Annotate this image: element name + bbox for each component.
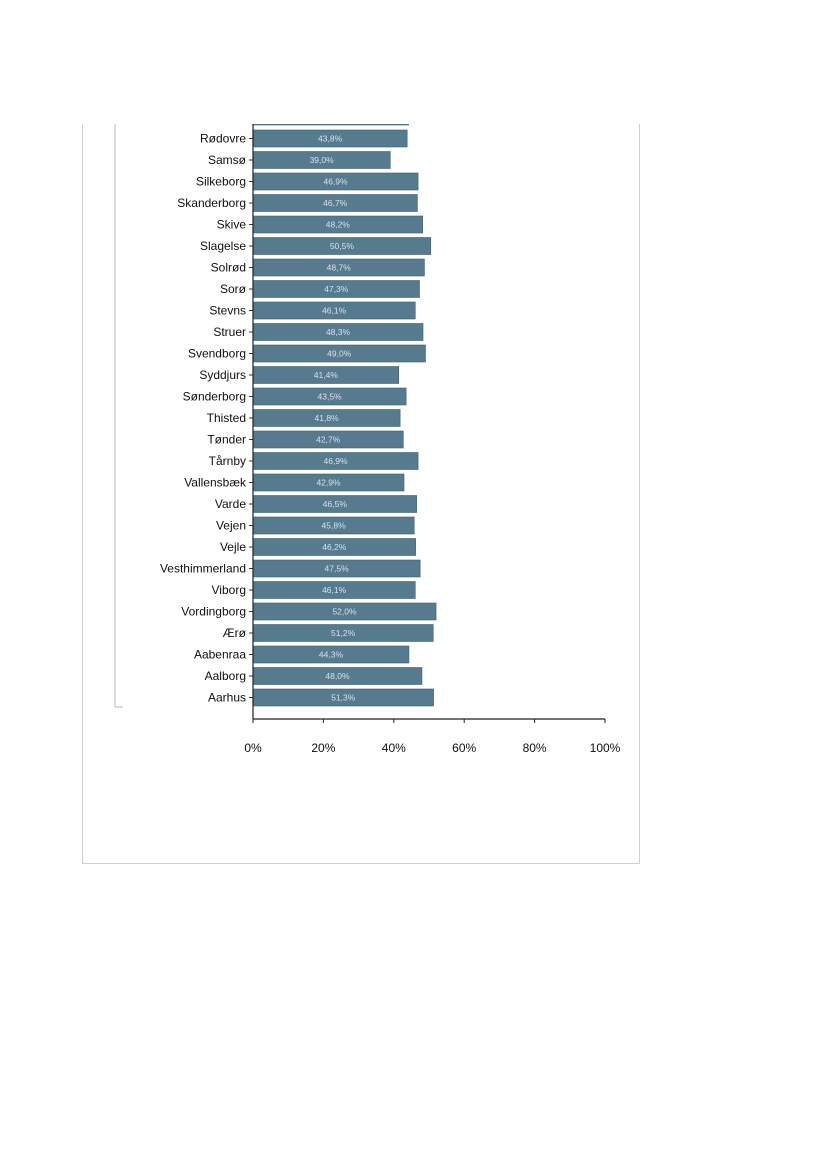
data-label: 43,5%: [318, 392, 343, 402]
data-label: 47,3%: [324, 284, 349, 294]
x-tick-label: 100%: [590, 741, 621, 755]
category-label: Svendborg: [188, 347, 246, 361]
category-label: Silkeborg: [196, 175, 246, 189]
data-label: 43,8%: [318, 134, 343, 144]
data-label: 46,2%: [322, 542, 347, 552]
category-label: Vordingborg: [181, 605, 246, 619]
data-label: 51,3%: [331, 693, 356, 703]
category-label: Skive: [217, 218, 247, 232]
data-label: 41,4%: [314, 370, 339, 380]
x-tick-label: 80%: [523, 741, 547, 755]
data-label: 42,7%: [316, 435, 341, 445]
x-tick-label: 0%: [244, 741, 262, 755]
category-label: Vejle: [220, 540, 246, 554]
data-label: 48,3%: [326, 327, 351, 337]
category-label: Sønderborg: [183, 390, 246, 404]
category-label: Aabenraa: [194, 648, 246, 662]
bar-chart: Rødovre 43,8% Samsø 39,0% Silkeborg 46,9% Skan…: [114, 124, 621, 755]
category-label: Vesthimmerland: [160, 562, 246, 576]
category-label: Varde: [215, 497, 246, 511]
category-label: Tønder: [207, 433, 246, 447]
category-label: Rødovre: [200, 132, 246, 146]
data-label: 50,5%: [330, 241, 355, 251]
category-label: Ærø: [223, 626, 247, 640]
category-label: Skanderborg: [177, 196, 246, 210]
data-label: 41,8%: [315, 413, 340, 423]
data-label: 39,0%: [310, 155, 335, 165]
category-label: Vallensbæk: [184, 476, 247, 490]
chart-frame: Rødovre 43,8% Samsø 39,0% Silkeborg 46,9% Skan…: [82, 124, 640, 864]
data-label: 44,3%: [319, 650, 344, 660]
category-label: Stevns: [209, 304, 246, 318]
data-label: 42,9%: [316, 478, 341, 488]
category-label: Samsø: [208, 153, 247, 167]
data-label: 51,2%: [331, 628, 356, 638]
category-label: Struer: [213, 325, 246, 339]
category-label: Aarhus: [208, 691, 246, 705]
data-label: 48,2%: [326, 220, 351, 230]
x-tick-label: 60%: [452, 741, 476, 755]
data-label: 48,0%: [325, 671, 350, 681]
data-label: 49,0%: [327, 349, 352, 359]
category-label: Vejen: [216, 519, 246, 533]
category-label: Aalborg: [205, 669, 246, 683]
data-label: 46,7%: [323, 198, 348, 208]
x-tick-label: 40%: [382, 741, 406, 755]
data-label: 46,9%: [323, 456, 348, 466]
bar-partial: [252, 124, 409, 126]
data-label: 46,1%: [322, 585, 347, 595]
category-label: Slagelse: [200, 239, 246, 253]
category-label: Tårnby: [209, 454, 246, 468]
data-label: 46,9%: [323, 177, 348, 187]
x-tick-label: 20%: [311, 741, 335, 755]
category-label: Sorø: [220, 282, 247, 296]
data-label: 46,1%: [322, 306, 347, 316]
data-label: 46,5%: [323, 499, 348, 509]
category-label: Syddjurs: [199, 368, 246, 382]
data-label: 47,5%: [325, 564, 350, 574]
category-label: Viborg: [212, 583, 246, 597]
category-label: Thisted: [207, 411, 246, 425]
data-label: 48,7%: [327, 263, 352, 273]
data-label: 52,0%: [332, 607, 357, 617]
category-label: Solrød: [211, 261, 246, 275]
data-label: 45,8%: [322, 521, 347, 531]
